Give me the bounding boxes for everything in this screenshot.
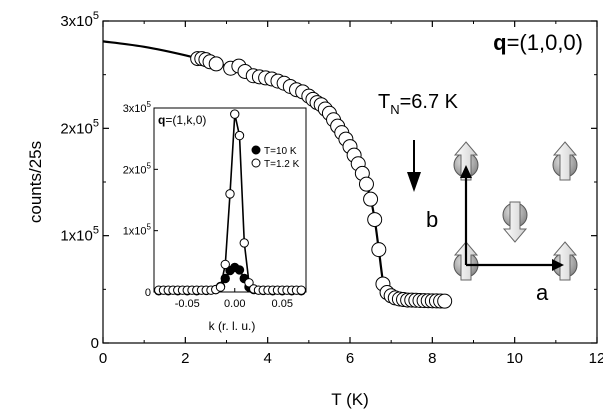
- main-x-tick-label: 12: [589, 350, 603, 367]
- inset-y-tick-label: 3x105: [123, 100, 152, 115]
- inset-legend: T=10 K T=1.2 K: [251, 145, 300, 170]
- legend-label-t1_2k: T=1.2 K: [264, 159, 300, 170]
- inset-y-tick-label: 1x105: [123, 223, 152, 238]
- main-data-point: [437, 293, 453, 309]
- main-y-tick-labels: 0 1x105 2x105 3x105: [60, 10, 99, 352]
- main-x-tick-label: 8: [428, 350, 436, 367]
- main-data-point: [358, 176, 374, 192]
- spin-up-arrow: [552, 241, 578, 281]
- transition-label-value: =6.7 K: [400, 91, 459, 113]
- main-y-tick-label: 0: [91, 335, 99, 352]
- inset-point-open: [234, 130, 245, 141]
- main-y-axis-label: counts/25s: [26, 141, 45, 223]
- main-data-point: [208, 56, 224, 72]
- main-y-tick-label: 2x105: [60, 117, 99, 137]
- inset-wavevector-value: =(1,k,0): [165, 113, 206, 127]
- legend-label-t10k: T=10 K: [264, 146, 297, 157]
- main-data-point: [363, 191, 379, 207]
- inset-point-open: [215, 282, 226, 292]
- main-x-axis-label: T (K): [331, 390, 368, 409]
- inset-y-tick-label: 0: [145, 287, 151, 299]
- main-data-point: [371, 242, 387, 258]
- main-x-tick-label: 0: [99, 350, 107, 367]
- main-data-points: [190, 51, 453, 309]
- transition-label: TN=6.7 K: [378, 91, 459, 117]
- inset-y-tick-label: 2x105: [123, 161, 152, 176]
- transition-arrow: [407, 140, 421, 192]
- inset-point-open: [239, 238, 249, 248]
- main-x-tick-labels: 0 2 4 6 8 10 12: [99, 350, 603, 367]
- inset-x-tick-label: 0.00: [224, 298, 245, 310]
- main-data-point: [367, 212, 383, 228]
- inset-x-axis-label: k (r. l. u.): [209, 319, 256, 333]
- inset-point-open: [220, 259, 230, 270]
- main-x-tick-label: 10: [506, 350, 523, 367]
- transition-label-t: T: [378, 91, 390, 113]
- spin-down-arrow: [502, 201, 528, 243]
- inset-point-open: [244, 278, 254, 288]
- main-x-tick-label: 2: [181, 350, 189, 367]
- legend-marker-filled: [251, 145, 261, 155]
- main-x-tick-label: 6: [346, 350, 354, 367]
- inset-point-open: [296, 285, 306, 295]
- transition-label-sub: N: [390, 102, 399, 117]
- magnetic-structure: a b: [426, 141, 578, 305]
- inset-x-tick-labels: -0.05 0.00 0.05: [175, 298, 293, 310]
- inset-wavevector-label: q=(1,k,0): [158, 113, 206, 127]
- inset-point-open: [230, 109, 240, 119]
- main-wavevector-label: q=(1,0,0): [493, 30, 583, 55]
- inset-point-filled: [220, 273, 230, 284]
- inset-wavevector-q: q: [158, 113, 165, 127]
- main-y-tick-label: 1x105: [60, 225, 99, 245]
- inset-y-tick-labels: 0 1x105 2x105 3x105: [123, 100, 152, 299]
- main-y-tick-label: 3x105: [60, 10, 99, 30]
- lattice-vector-a-head: [552, 259, 564, 271]
- inset-x-tick-label: -0.05: [175, 298, 200, 310]
- main-x-tick-label: 4: [263, 350, 271, 367]
- inset-point-open: [225, 189, 235, 199]
- lattice-label-a: a: [536, 280, 549, 305]
- inset-x-tick-label: 0.05: [272, 298, 293, 310]
- inset-series-t1_2k: [154, 109, 306, 295]
- main-axis-ticks: [102, 20, 598, 344]
- inset-point-filled: [234, 265, 245, 275]
- main-wavevector-q: q: [493, 30, 506, 55]
- legend-marker-open: [251, 158, 261, 168]
- lattice-label-b: b: [426, 207, 438, 232]
- main-wavevector-value: =(1,0,0): [507, 30, 583, 55]
- lattice-vector-b-head: [460, 165, 472, 178]
- spin-up-arrow: [552, 141, 578, 181]
